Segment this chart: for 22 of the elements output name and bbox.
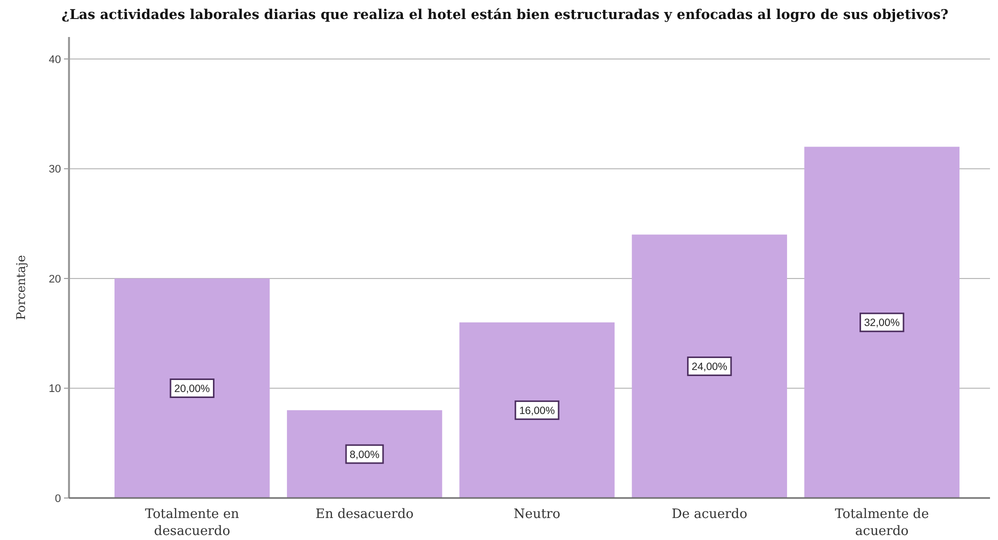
data-label: 24,00% — [692, 360, 728, 373]
bar — [459, 322, 615, 498]
data-label: 20,00% — [174, 382, 210, 395]
data-label: 8,00% — [350, 448, 380, 461]
data-label: 32,00% — [864, 317, 900, 330]
bar — [804, 146, 960, 498]
y-tick-label: 40 — [48, 54, 61, 66]
data-label: 16,00% — [519, 404, 555, 417]
x-tick-label: Totalmente en desacuerdo — [145, 507, 240, 539]
bar — [632, 234, 788, 498]
x-tick-label: Totalmente de acuerdo — [834, 507, 930, 539]
x-tick-label: Neutro — [514, 507, 561, 522]
x-tick-label: En desacuerdo — [315, 507, 414, 522]
y-tick-label: 10 — [48, 383, 61, 396]
chart-title: ¿Las actividades laborales diarias que realiza el hotel están bien estructuradas y enfocadas al logro de sus objetivos? — [62, 7, 949, 23]
bar — [286, 410, 442, 498]
x-tick-label: De acuerdo — [672, 507, 748, 522]
bar — [114, 278, 270, 498]
y-tick-label: 20 — [48, 273, 61, 286]
y-tick-label: 0 — [54, 492, 61, 505]
y-axis-title: Porcentaje — [14, 255, 28, 320]
y-tick-label: 30 — [48, 164, 61, 176]
